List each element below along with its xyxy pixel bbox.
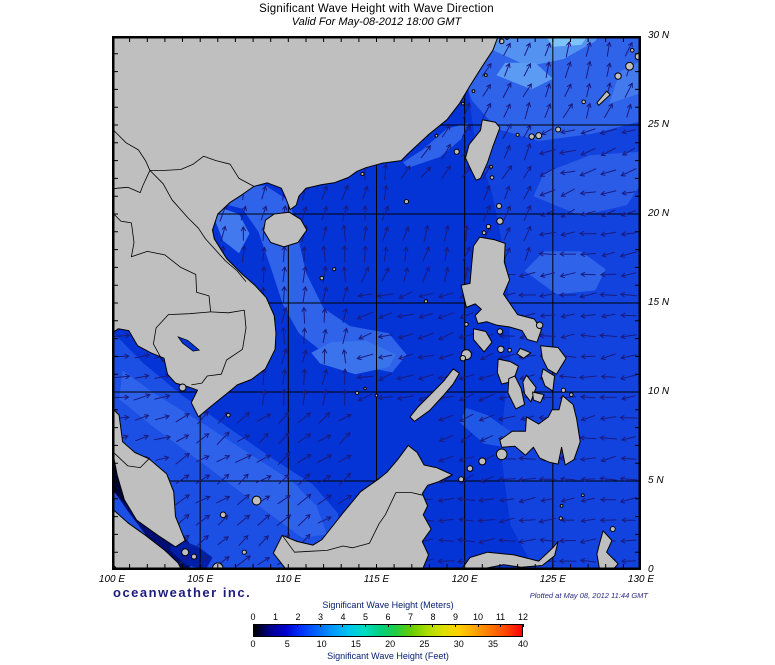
legend-feet-tick: 5 <box>284 639 290 649</box>
lon-axis-label: 115 E <box>363 574 390 585</box>
legend-meter-tick: 2 <box>295 612 301 622</box>
legend-meter-tick: 8 <box>430 612 436 622</box>
oceanweather-logo-text: oceanweather inc. <box>113 585 252 600</box>
legend-meter-tick: 3 <box>317 612 324 622</box>
legend-feet-tick: 0 <box>250 639 256 649</box>
lon-axis-label: 130 E <box>627 574 655 585</box>
legend-meter-tick: 6 <box>385 612 391 622</box>
legend-feet-tick: 20 <box>385 639 396 649</box>
colorbar-tick <box>387 624 389 627</box>
lat-axis-label: 15 N <box>648 297 670 308</box>
lon-axis-label: 110 E <box>275 574 302 585</box>
colorbar-tick <box>342 624 344 627</box>
colorbar-tick <box>432 624 434 627</box>
legend-meter-tick: 5 <box>362 612 369 622</box>
colorbar-tick <box>522 624 524 627</box>
colorbar-tick <box>320 624 321 627</box>
legend-meter-tick: 11 <box>495 612 506 622</box>
legend-meter-tick: 10 <box>472 612 484 622</box>
lon-axis-label: 100 E <box>98 574 126 585</box>
lat-axis-label: 0 <box>648 564 654 575</box>
legend-meter-tick: 0 <box>250 612 256 622</box>
plotted-timestamp: Plotted at May 08, 2012 11:44 GMT <box>529 591 648 600</box>
colorbar-tick <box>274 624 276 627</box>
colorbar-tick <box>455 624 456 627</box>
colorbar-tick <box>297 624 299 627</box>
valid-time-subtitle: Valid For May-08-2012 18:00 GMT <box>291 16 462 28</box>
colorbar-tick <box>410 624 411 627</box>
legend-feet-title: Significant Wave Height (Feet) <box>327 651 449 661</box>
legend-feet-tick: 30 <box>453 639 464 649</box>
colorbar-tick <box>477 624 479 627</box>
lat-axis-label: 5 N <box>648 475 664 486</box>
lat-axis-label: 30 N <box>648 30 670 41</box>
lon-axis-label: 105 E <box>187 574 214 585</box>
legend-feet-tick: 10 <box>316 639 327 649</box>
map-frame <box>112 36 641 570</box>
lat-axis-label: 25 N <box>648 119 670 130</box>
land-layer <box>112 36 641 570</box>
wave-map-canvas <box>112 36 641 570</box>
lon-axis-label: 125 E <box>539 574 566 585</box>
legend-meter-tick: 12 <box>517 612 529 622</box>
legend-feet-tick: 35 <box>488 639 499 649</box>
page-title: Significant Wave Height with Wave Direct… <box>259 3 494 15</box>
legend-feet-tick: 25 <box>419 639 430 649</box>
colorbar-tick <box>365 624 366 627</box>
legend-meters-title: Significant Wave Height (Meters) <box>322 600 454 610</box>
colorbar-tick <box>499 624 501 627</box>
colorbar-tick <box>252 624 254 627</box>
legend-meter-tick: 7 <box>407 612 414 622</box>
legend-feet-tick: 15 <box>350 639 361 649</box>
legend-meter-tick: 4 <box>340 612 346 622</box>
legend-feet-tick: 40 <box>517 639 529 649</box>
lat-axis-label: 20 N <box>648 208 670 219</box>
lon-axis-label: 120 E <box>451 574 478 585</box>
legend-meter-tick: 1 <box>272 612 279 622</box>
lat-axis-label: 10 N <box>648 386 670 397</box>
legend-meter-tick: 9 <box>452 612 459 622</box>
